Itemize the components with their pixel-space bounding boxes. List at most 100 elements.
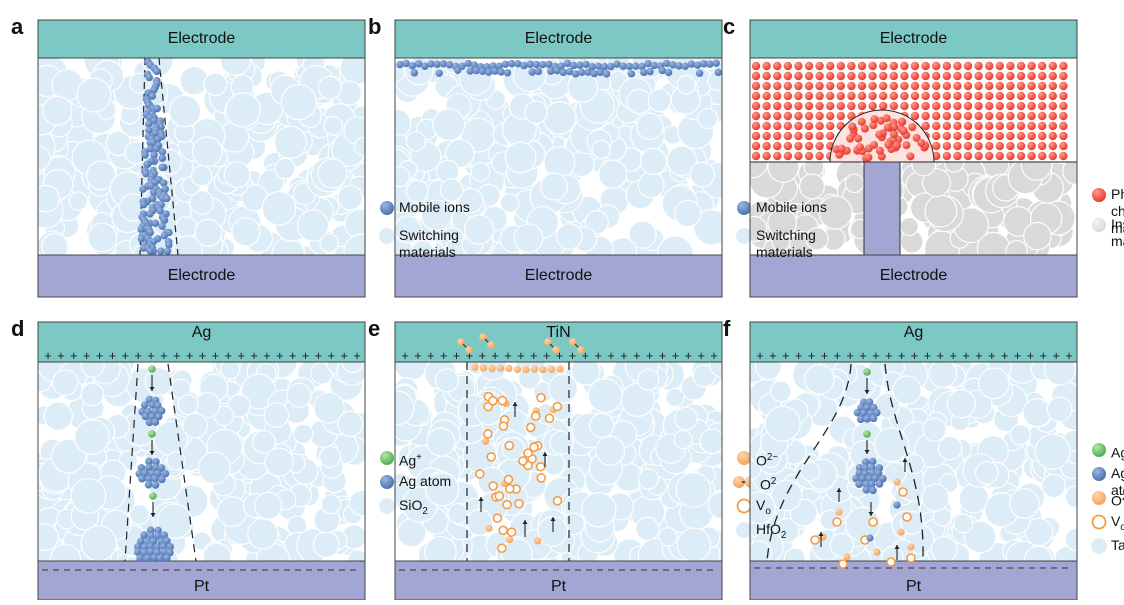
arrow xyxy=(149,375,155,391)
material-particle xyxy=(504,141,537,174)
amorphous-atoms xyxy=(832,114,930,163)
phase-change-atom xyxy=(762,111,771,121)
phase-change-atom xyxy=(857,61,867,71)
mobile-ion xyxy=(433,60,441,68)
mobile-ion xyxy=(578,68,586,77)
material-particle xyxy=(1023,221,1052,251)
top-electrode xyxy=(394,321,723,363)
phase-change-atom xyxy=(1016,131,1026,141)
panel-b xyxy=(394,19,752,298)
phase-change-atom xyxy=(974,71,983,81)
material-particle xyxy=(689,161,716,188)
phase-change-atom xyxy=(855,143,864,152)
legend-label: Mobile ions xyxy=(756,199,827,216)
plus-sign: + xyxy=(453,348,461,363)
arrow-head xyxy=(894,545,900,549)
ag-atom xyxy=(140,548,149,557)
phase-change-atom xyxy=(985,131,994,141)
phase-change-atom xyxy=(953,71,962,81)
phase-change-atom xyxy=(868,61,877,71)
plus-sign: + xyxy=(237,348,245,363)
plus-sign: + xyxy=(212,348,220,363)
phase-change-atom xyxy=(762,121,771,131)
phase-change-atom xyxy=(836,111,845,121)
positive-charges: + + + + + + + + + + + + + + + + + + + + + + + + + xyxy=(401,348,718,363)
oxygen-ion xyxy=(513,365,522,374)
mobile-ion xyxy=(145,126,153,134)
subscript: o xyxy=(1120,521,1124,533)
mobile-ion xyxy=(545,60,553,68)
plus-sign: + xyxy=(949,348,957,363)
texture xyxy=(38,362,365,561)
mobile-ion xyxy=(520,61,528,70)
material-particle xyxy=(591,139,611,160)
material-particle xyxy=(38,523,60,551)
heater-pillar xyxy=(863,161,901,256)
oxygen-ion xyxy=(893,478,901,486)
phase-change-atom xyxy=(912,133,921,142)
vacancy xyxy=(518,456,528,466)
vacancy xyxy=(514,498,524,509)
ag-atom xyxy=(163,537,171,545)
plus-sign: + xyxy=(672,348,680,363)
phase-change-atom xyxy=(847,81,856,91)
material-particle xyxy=(317,158,348,189)
material-particle xyxy=(425,472,460,507)
phase-change-atom xyxy=(1016,111,1026,121)
o2-molecule xyxy=(457,338,473,354)
phase-change-atom xyxy=(1048,121,1058,131)
material-particle xyxy=(1064,527,1077,552)
oxygen-ion xyxy=(479,364,488,372)
material-particle xyxy=(570,362,601,386)
material-particle xyxy=(963,520,997,554)
ag-atom xyxy=(140,531,148,539)
material-particle xyxy=(628,220,657,249)
mobile-ion xyxy=(160,179,168,187)
plus-sign: + xyxy=(872,348,880,363)
ag-atom xyxy=(141,412,150,421)
material-particle xyxy=(953,513,974,534)
material-particle xyxy=(1062,162,1077,185)
phase-change-atom xyxy=(848,122,857,131)
subscript: 2 xyxy=(422,505,428,517)
ag-atom xyxy=(863,415,871,423)
phase-change-atom xyxy=(794,121,803,131)
phase-change-atom xyxy=(815,81,824,91)
legend-text: O xyxy=(760,476,771,493)
plus-sign: + xyxy=(962,348,970,363)
material-particle xyxy=(844,173,865,194)
legend-swatch xyxy=(1092,188,1106,202)
arrow-head xyxy=(836,488,842,492)
mobile-ion xyxy=(503,69,512,77)
phase-change-atom xyxy=(868,81,877,91)
ag-atom xyxy=(868,457,877,466)
legend-label: Ag atom xyxy=(1111,465,1124,499)
mobile-ion xyxy=(532,60,541,69)
phase-change-atom xyxy=(953,131,962,141)
mobile-ion xyxy=(464,59,472,68)
phase-change-atom xyxy=(1027,61,1036,71)
phase-change-atom xyxy=(942,101,951,111)
legend-swatch xyxy=(736,228,752,244)
legend-text: V xyxy=(1111,513,1121,529)
material-particle xyxy=(767,162,800,183)
plus-sign: + xyxy=(581,348,589,363)
arrow xyxy=(864,378,870,394)
phase-change-atom xyxy=(1006,131,1015,141)
phase-change-atom xyxy=(857,117,866,126)
bottom-electrode-label: Electrode xyxy=(879,267,948,284)
material-particle xyxy=(1041,473,1066,499)
phase-change-atom xyxy=(773,61,782,71)
legend-label: Ag+ xyxy=(399,449,422,470)
ag-atom xyxy=(138,474,146,483)
legend-swatch xyxy=(1092,491,1106,505)
phase-change-atom xyxy=(921,71,930,81)
phase-change-atom xyxy=(860,124,869,133)
material-particle xyxy=(874,427,910,463)
phase-change-atom xyxy=(826,81,835,91)
phase-change-atom xyxy=(836,81,845,91)
legend-f xyxy=(1091,443,1107,554)
mobile-ion xyxy=(137,225,145,234)
legend-swatch xyxy=(379,228,395,244)
ag-atom xyxy=(861,464,870,472)
